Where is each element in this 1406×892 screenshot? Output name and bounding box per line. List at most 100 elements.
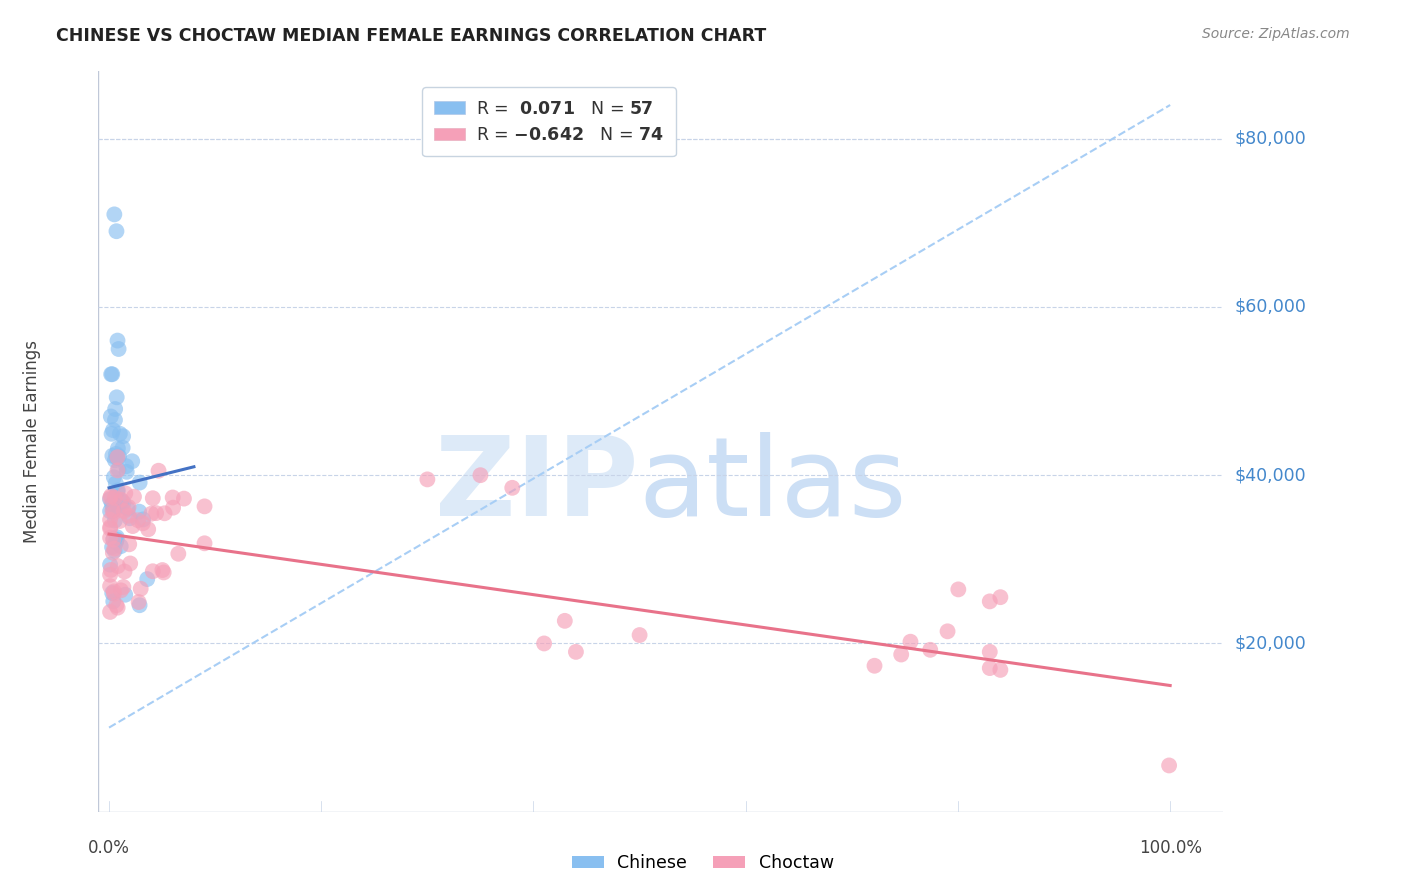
- Point: [115, 465, 138, 479]
- Point: [110, 492, 132, 507]
- Point: [98, 558, 121, 572]
- Point: [108, 426, 131, 441]
- Point: [948, 582, 970, 597]
- Point: [554, 614, 576, 628]
- Point: [105, 599, 128, 613]
- Point: [108, 514, 131, 528]
- Point: [121, 519, 143, 533]
- Point: [128, 598, 150, 612]
- Point: [107, 442, 129, 456]
- Point: [114, 486, 136, 500]
- Point: [107, 450, 129, 464]
- Point: [108, 450, 131, 464]
- Point: [136, 522, 159, 536]
- Point: [107, 450, 129, 465]
- Point: [98, 513, 121, 527]
- Point: [1159, 758, 1181, 772]
- Point: [98, 522, 121, 536]
- Point: [103, 543, 125, 558]
- Point: [533, 636, 555, 650]
- Point: [107, 342, 129, 356]
- Point: [128, 595, 150, 609]
- Point: [142, 564, 165, 578]
- Point: [920, 642, 942, 657]
- Point: [103, 541, 125, 556]
- Point: [100, 426, 122, 441]
- Point: [122, 490, 145, 504]
- Point: [979, 645, 1001, 659]
- Point: [103, 470, 125, 484]
- Point: [150, 563, 173, 577]
- Point: [101, 498, 124, 512]
- Point: [107, 463, 129, 477]
- Point: [100, 368, 122, 382]
- Point: [98, 531, 121, 545]
- Point: [98, 567, 121, 582]
- Point: [128, 475, 150, 490]
- Point: [105, 447, 128, 461]
- Point: [628, 628, 651, 642]
- Point: [120, 557, 142, 571]
- Point: [990, 663, 1012, 677]
- Point: [100, 489, 122, 503]
- Point: [153, 506, 176, 520]
- Point: [98, 492, 121, 507]
- Point: [118, 511, 141, 525]
- Point: [101, 449, 124, 463]
- Point: [121, 454, 143, 468]
- Point: [118, 537, 141, 551]
- Point: [416, 472, 439, 486]
- Point: [104, 453, 127, 467]
- Point: [103, 594, 125, 608]
- Point: [101, 368, 124, 382]
- Point: [979, 594, 1001, 608]
- Point: [103, 506, 125, 520]
- Text: Source: ZipAtlas.com: Source: ZipAtlas.com: [1202, 27, 1350, 41]
- Point: [105, 530, 128, 544]
- Point: [104, 491, 127, 505]
- Point: [863, 658, 886, 673]
- Point: [98, 520, 121, 534]
- Point: [101, 423, 124, 437]
- Point: [936, 624, 959, 639]
- Point: [132, 516, 155, 531]
- Point: [105, 484, 128, 499]
- Point: [173, 491, 195, 506]
- Point: [104, 402, 127, 417]
- Point: [167, 547, 190, 561]
- Point: [107, 559, 129, 574]
- Text: 100.0%: 100.0%: [1139, 839, 1202, 857]
- Point: [105, 533, 128, 547]
- Point: [111, 494, 134, 508]
- Point: [111, 441, 134, 455]
- Point: [162, 500, 184, 515]
- Point: [112, 580, 135, 594]
- Point: [117, 501, 139, 516]
- Point: [101, 586, 124, 600]
- Point: [107, 334, 129, 348]
- Point: [114, 565, 136, 579]
- Point: [152, 566, 174, 580]
- Point: [98, 491, 121, 505]
- Point: [990, 590, 1012, 604]
- Point: [101, 540, 124, 554]
- Point: [105, 224, 128, 238]
- Point: [100, 409, 122, 424]
- Point: [193, 500, 215, 514]
- Point: [107, 500, 129, 514]
- Point: [900, 634, 922, 648]
- Point: [132, 512, 155, 526]
- Point: [127, 513, 149, 527]
- Point: [118, 508, 141, 523]
- Point: [101, 546, 124, 560]
- Text: ZIP: ZIP: [434, 433, 638, 540]
- Point: [105, 390, 128, 404]
- Point: [117, 500, 139, 514]
- Point: [101, 503, 124, 517]
- Point: [193, 536, 215, 550]
- Point: [162, 491, 184, 505]
- Text: $60,000: $60,000: [1234, 298, 1306, 316]
- Point: [103, 533, 125, 547]
- Point: [103, 532, 125, 546]
- Text: $20,000: $20,000: [1234, 634, 1306, 652]
